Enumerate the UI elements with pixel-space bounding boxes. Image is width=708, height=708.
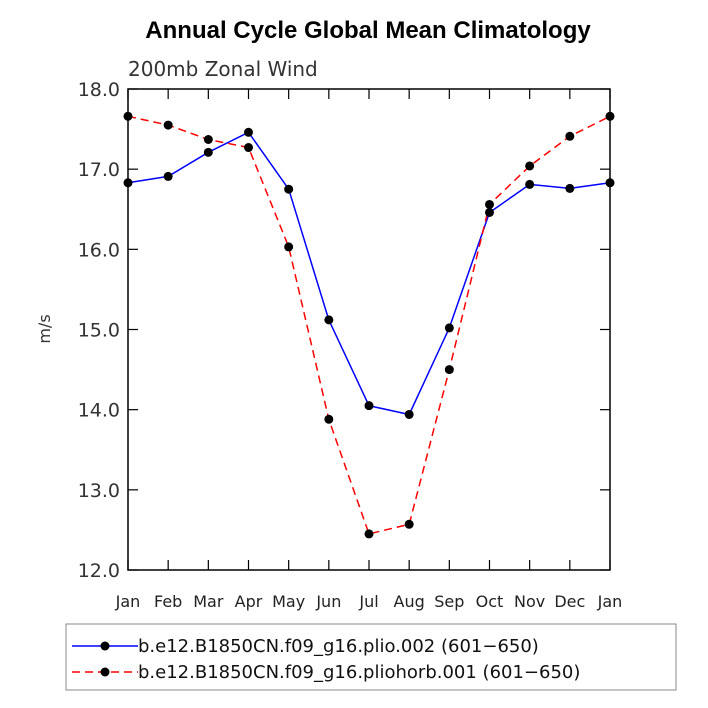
series-2-point <box>324 414 334 424</box>
legend-label-2: b.e12.B1850CN.f09_g16.pliohorb.001 (601−… <box>138 662 580 683</box>
series-2-point <box>163 120 173 130</box>
x-tick-label: Sep <box>434 592 464 611</box>
y-tick-label: 14.0 <box>78 400 120 422</box>
legend-marker-2 <box>100 667 110 677</box>
series-2-point <box>485 199 494 209</box>
series-2-point <box>444 365 454 375</box>
y-tick-label: 13.0 <box>78 480 120 502</box>
series-1-point <box>485 207 494 217</box>
series-2-point <box>404 519 414 529</box>
legend-box <box>65 623 677 691</box>
plot-frame <box>127 88 611 571</box>
legend: b.e12.B1850CN.f09_g16.plio.002 (601−650)… <box>65 623 677 691</box>
series-line-2 <box>127 115 611 535</box>
series-1-point <box>605 178 615 188</box>
series-2-point <box>284 242 294 252</box>
series-2-point <box>525 161 535 171</box>
series-1-point <box>565 183 575 193</box>
x-tick-label: Feb <box>154 592 182 611</box>
series-2-point <box>203 135 213 145</box>
series-1-point <box>244 127 253 137</box>
series-layer <box>123 111 615 539</box>
series-1-point <box>123 178 133 188</box>
chart-title: Annual Cycle Global Mean Climatology <box>145 17 591 44</box>
x-tick-label: Nov <box>514 592 545 611</box>
y-tick-label: 15.0 <box>78 320 120 342</box>
series-1-point <box>324 315 334 325</box>
x-tick-label: Jan <box>597 592 623 611</box>
series-2-point <box>605 111 615 121</box>
series-2-point <box>565 131 575 141</box>
x-tick-label: Oct <box>476 592 504 611</box>
y-axis-label: m/s <box>35 314 54 343</box>
x-tick-label: Apr <box>235 592 263 611</box>
series-1-point <box>163 171 173 181</box>
x-tick-label: Jul <box>358 592 378 611</box>
chart-subtitle: 200mb Zonal Wind <box>128 57 318 81</box>
series-2-point <box>244 143 253 153</box>
series-2-point <box>364 529 374 539</box>
x-tick-label: Jun <box>315 592 341 611</box>
series-1-point <box>364 401 374 411</box>
x-tick-label: Dec <box>554 592 585 611</box>
y-tick-label: 16.0 <box>78 239 120 261</box>
series-line-1 <box>127 131 611 416</box>
series-1-point <box>444 323 454 333</box>
x-axis: Jan Feb Mar Apr May Jun Jul Aug Sep Oct Nov Dec Jan <box>115 89 623 611</box>
series-1-point <box>404 409 414 419</box>
series-2-point <box>123 111 133 121</box>
y-tick-label: 12.0 <box>78 560 120 582</box>
x-tick-label: May <box>272 592 305 611</box>
series-1-point <box>525 179 535 189</box>
x-tick-label: Aug <box>394 592 425 611</box>
series-1-point <box>284 184 294 194</box>
x-tick-label: Mar <box>193 592 224 611</box>
legend-marker-1 <box>100 641 110 651</box>
series-1-point <box>203 147 213 157</box>
y-tick-label: 17.0 <box>78 159 120 181</box>
legend-label-1: b.e12.B1850CN.f09_g16.plio.002 (601−650) <box>138 636 539 657</box>
x-tick-label: Jan <box>115 592 141 611</box>
y-axis: 12.0 13.0 14.0 15.0 16.0 17.0 18.0 <box>78 79 610 582</box>
y-tick-label: 18.0 <box>78 79 120 101</box>
